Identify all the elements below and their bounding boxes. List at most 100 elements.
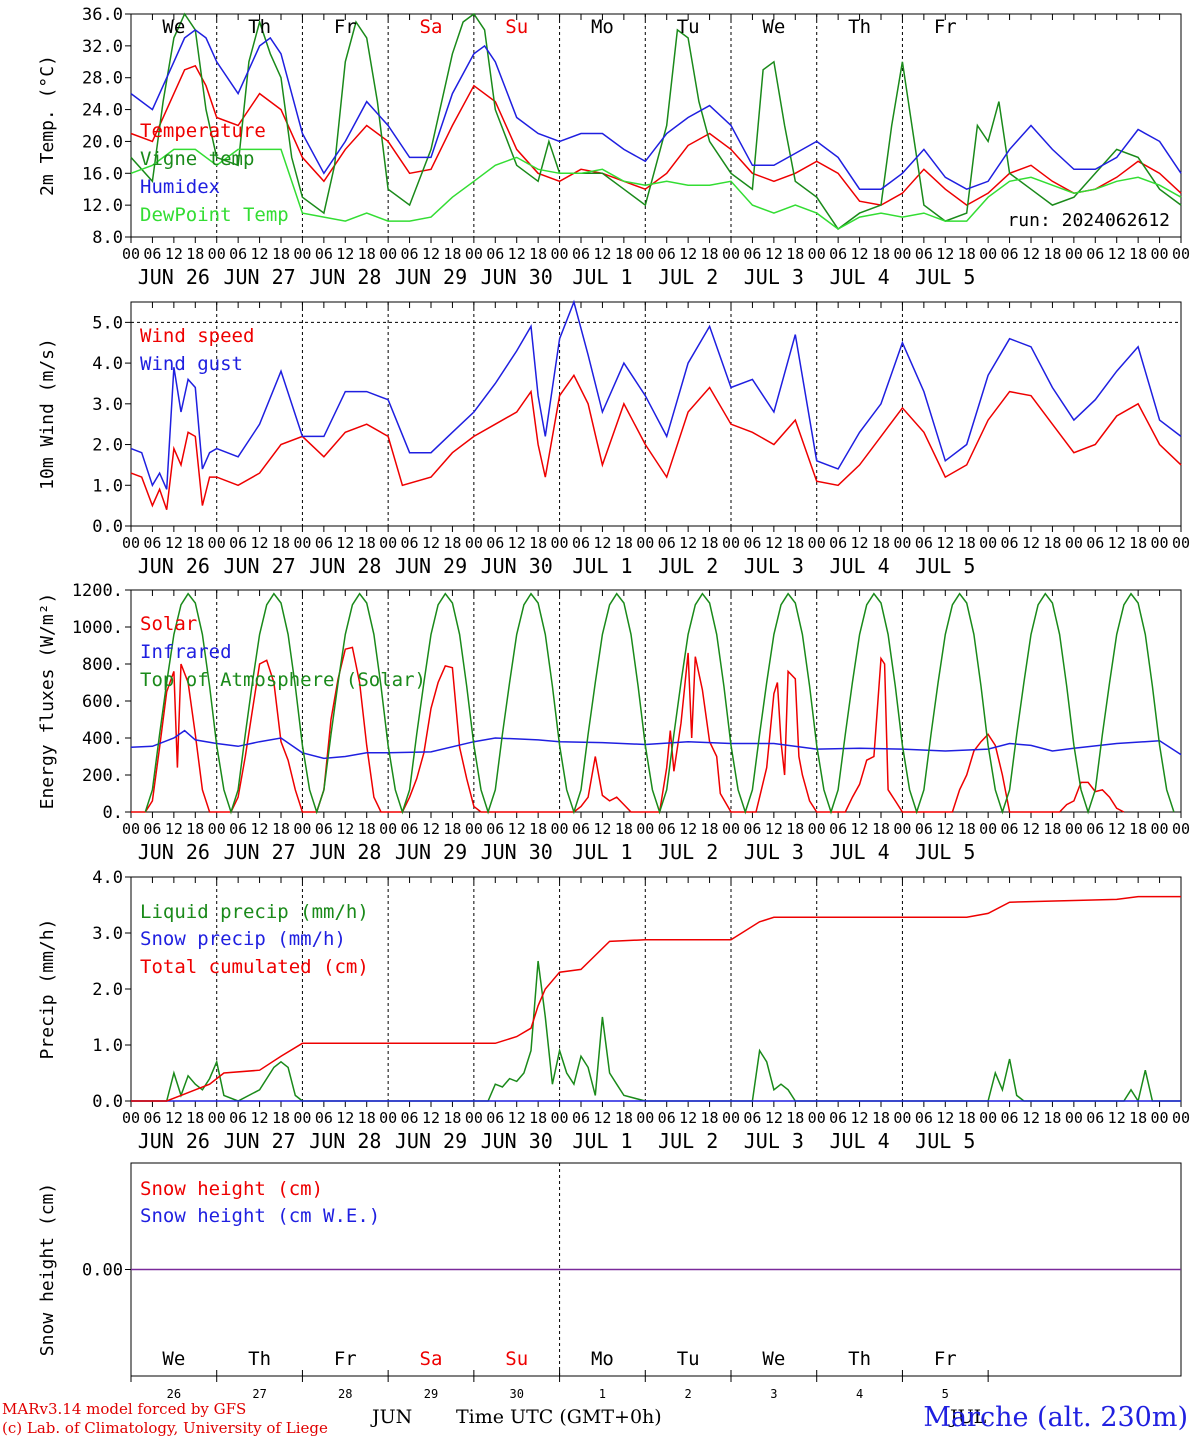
legend-entry: Infrared bbox=[140, 641, 232, 663]
y-tick-label: 1.0 bbox=[92, 476, 123, 496]
x-tick-label: 18 bbox=[786, 245, 804, 263]
x-tick-label: 06 bbox=[486, 245, 504, 263]
y-tick-label: 16.0 bbox=[82, 164, 123, 184]
x-tick-label: 12 bbox=[422, 534, 440, 552]
x-tick-label: 12 bbox=[336, 820, 354, 838]
x-tick-label: 18 bbox=[958, 820, 976, 838]
x-tick-label: 12 bbox=[593, 534, 611, 552]
x-tick-label: 06 bbox=[1001, 820, 1019, 838]
date-label: JUN 29 bbox=[395, 265, 467, 289]
date-label: JUL 4 bbox=[829, 1129, 889, 1153]
y-tick-label: 8.0 bbox=[92, 228, 123, 248]
x-tick-label: 06 bbox=[1086, 820, 1104, 838]
x-tick-label: 00 bbox=[1151, 245, 1169, 263]
x-tick-label: 00 bbox=[1172, 1109, 1190, 1127]
x-tick-label: 06 bbox=[143, 820, 161, 838]
y-axis-label: 2m Temp. (°C) bbox=[37, 55, 58, 196]
x-tick-label: 12 bbox=[936, 820, 954, 838]
x-tick-label: 00 bbox=[1172, 245, 1190, 263]
x-tick-label: 06 bbox=[315, 245, 333, 263]
x-tick-label: 18 bbox=[272, 534, 290, 552]
x-tick-label: 00 bbox=[979, 820, 997, 838]
date-label: JUN 27 bbox=[223, 1129, 295, 1153]
x-tick-label: 12 bbox=[936, 534, 954, 552]
x-tick-label: 12 bbox=[1022, 820, 1040, 838]
x-tick-label: 00 bbox=[122, 245, 140, 263]
series-line bbox=[131, 895, 1181, 1102]
panel-5: 0.00 Snow height (cm) Snow height (cm) Snow… bbox=[37, 1162, 1182, 1401]
x-tick-label: 06 bbox=[1086, 245, 1104, 263]
weekday-label: Fr bbox=[934, 16, 957, 38]
x-tick-label: 06 bbox=[229, 534, 247, 552]
y-tick-label: 24.0 bbox=[82, 101, 123, 121]
date-label: JUL 3 bbox=[744, 1129, 804, 1153]
y-tick-label: 400. bbox=[82, 729, 123, 749]
x-tick-label: 12 bbox=[251, 245, 269, 263]
x-tick-label: 18 bbox=[443, 534, 461, 552]
x-tick-label: 06 bbox=[143, 245, 161, 263]
date-label: JUL 3 bbox=[744, 554, 804, 578]
x-tick-label: 12 bbox=[851, 245, 869, 263]
x-tick-label: 00 bbox=[893, 1109, 911, 1127]
x-tick-label: 06 bbox=[143, 534, 161, 552]
x-tick-label: 06 bbox=[401, 1109, 419, 1127]
legend-entry: Snow height (cm W.E.) bbox=[140, 1205, 380, 1227]
x-tick-label: 18 bbox=[443, 820, 461, 838]
x-tick-label: 00 bbox=[465, 1109, 483, 1127]
date-label: JUL 5 bbox=[915, 554, 975, 578]
x-tick-label: 06 bbox=[315, 1109, 333, 1127]
date-label: JUL 1 bbox=[572, 265, 632, 289]
weekday-label: Fr bbox=[934, 1348, 957, 1370]
legend-entry: Wind gust bbox=[140, 353, 243, 375]
x-tick-label: 18 bbox=[1129, 534, 1147, 552]
y-tick-label: 32.0 bbox=[82, 37, 123, 57]
y-tick-label: 4.0 bbox=[92, 868, 123, 888]
x-tick-label: 06 bbox=[743, 820, 761, 838]
panel-3: 0. 200. 400. 600. 800. 1000. 1200. Energy fluxe… bbox=[37, 581, 1190, 864]
series-line bbox=[130, 64, 1182, 206]
weekday-label: Th bbox=[848, 16, 871, 38]
x-tick-label: 06 bbox=[658, 245, 676, 263]
x-tick-label: 18 bbox=[358, 534, 376, 552]
x-tick-label: 00 bbox=[808, 1109, 826, 1127]
date-label: JUN 29 bbox=[395, 840, 467, 864]
date-label: JUN 30 bbox=[481, 265, 553, 289]
date-label: JUN 27 bbox=[223, 265, 295, 289]
x-tick-label: 18 bbox=[701, 820, 719, 838]
x-tick-label: 00 bbox=[379, 245, 397, 263]
date-label: JUN 28 bbox=[309, 554, 381, 578]
y-tick-label: 20.0 bbox=[82, 132, 123, 152]
date-label: JUL 2 bbox=[658, 1129, 718, 1153]
x-tick-label: 12 bbox=[422, 820, 440, 838]
x-tick-label: 18 bbox=[701, 245, 719, 263]
x-tick-label: 12 bbox=[851, 820, 869, 838]
footer-copyright: (c) Lab. of Climatology, University of L… bbox=[2, 1419, 328, 1437]
day-number: 1 bbox=[599, 1387, 606, 1401]
date-label: JUN 26 bbox=[138, 265, 210, 289]
x-tick-label: 18 bbox=[186, 820, 204, 838]
x-tick-label: 00 bbox=[208, 534, 226, 552]
x-tick-label: 18 bbox=[872, 534, 890, 552]
x-tick-label: 18 bbox=[1129, 245, 1147, 263]
date-label: JUL 4 bbox=[829, 265, 889, 289]
x-tick-label: 18 bbox=[958, 534, 976, 552]
legend-entry: Total cumulated (cm) bbox=[140, 956, 369, 978]
x-tick-label: 12 bbox=[251, 820, 269, 838]
x-tick-label: 18 bbox=[529, 245, 547, 263]
x-tick-label: 12 bbox=[508, 245, 526, 263]
x-tick-label: 00 bbox=[208, 820, 226, 838]
weekday-label: Su bbox=[505, 1348, 528, 1370]
x-tick-label: 06 bbox=[401, 534, 419, 552]
plot-frame bbox=[130, 589, 1182, 813]
series-line bbox=[144, 592, 1175, 815]
x-tick-label: 06 bbox=[829, 820, 847, 838]
x-tick-label: 00 bbox=[293, 820, 311, 838]
date-label: JUL 1 bbox=[572, 554, 632, 578]
date-label: JUN 26 bbox=[138, 554, 210, 578]
x-tick-label: 12 bbox=[165, 534, 183, 552]
x-tick-label: 18 bbox=[358, 1109, 376, 1127]
x-tick-label: 18 bbox=[1129, 820, 1147, 838]
x-tick-label: 00 bbox=[636, 534, 654, 552]
date-label: JUN 27 bbox=[223, 840, 295, 864]
x-tick-label: 12 bbox=[765, 245, 783, 263]
